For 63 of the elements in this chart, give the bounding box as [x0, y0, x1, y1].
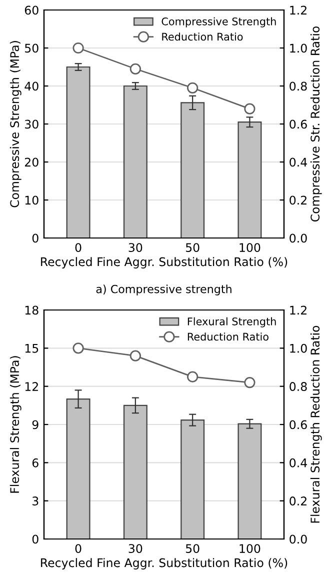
point [130, 63, 141, 74]
x-tick-label: 0 [75, 243, 82, 252]
y-tick-label: 30 [25, 120, 38, 129]
point [130, 350, 141, 362]
legend-label: Compressive Strength [162, 17, 276, 28]
y2-tick-label: 0.0 [290, 234, 307, 243]
x-tick-label: 30 [128, 243, 142, 252]
y2-tick-label: 0.6 [290, 120, 307, 129]
y2-axis-title: Compressive Str. Reduction Ratio [310, 26, 322, 222]
x-axis-title: Recycled Fine Aggr. Substitution Ratio (%) [41, 558, 288, 570]
y-tick-label: 3 [32, 496, 38, 506]
y2-tick-label: 0.4 [290, 158, 307, 167]
point [244, 103, 256, 114]
legend-label: Reduction Ratio [162, 32, 243, 41]
bar [123, 404, 148, 539]
y2-tick-label: 1.2 [290, 6, 306, 14]
y-tick-label: 10 [25, 196, 38, 205]
y-tick-label: 9 [32, 420, 38, 430]
x-tick-label: 50 [186, 243, 200, 252]
y-tick-label: 12 [25, 382, 38, 391]
x-axis-title: Recycled Fine Aggr. Substitution Ratio (%) [41, 257, 288, 268]
y2-tick-label: 0.8 [290, 82, 307, 91]
point [187, 82, 198, 94]
y-tick-label: 50 [25, 44, 38, 53]
y-axis-title: Compressive Strength (MPa) [10, 41, 22, 208]
y2-tick-label: 0.6 [290, 420, 307, 430]
bar [66, 66, 90, 238]
y-tick-label: 0 [32, 534, 38, 544]
y-tick-label: 0 [32, 234, 38, 243]
y2-tick-label: 0.8 [290, 382, 307, 391]
y2-tick-label: 1.2 [290, 306, 306, 314]
x-tick-label: 30 [128, 544, 142, 553]
text: a) Compressive strength [96, 284, 232, 296]
y-tick-label: 6 [32, 458, 38, 468]
x-tick-label: 0 [75, 544, 82, 553]
bar [180, 102, 205, 238]
legend-label: Reduction Ratio [188, 332, 268, 341]
y-tick-label: 60 [24, 6, 38, 15]
y2-tick-label: 0.4 [290, 458, 307, 468]
bar [180, 419, 205, 539]
bar [123, 85, 148, 238]
x-tick-label: 50 [186, 544, 200, 553]
y-tick-label: 18 [25, 306, 38, 315]
y-tick-label: 20 [24, 158, 38, 167]
y-tick-label: 15 [25, 344, 38, 353]
point [187, 371, 198, 382]
bar [238, 423, 262, 539]
y-axis-title: Flexural Strength (MPa) [10, 356, 22, 493]
x-tick-label: 100 [240, 243, 260, 252]
point [244, 376, 256, 388]
y2-tick-label: 0.0 [290, 534, 307, 544]
bar [66, 398, 90, 539]
bar [238, 122, 262, 238]
y-tick-label: 40 [24, 82, 38, 91]
y2-tick-label: 0.2 [290, 496, 306, 506]
legend-label: Flexural Strength [188, 317, 276, 328]
y2-tick-label: 1.0 [290, 44, 307, 53]
point [72, 42, 84, 54]
y2-tick-label: 0.2 [290, 196, 306, 205]
x-tick-label: 100 [240, 544, 260, 553]
point [72, 342, 84, 354]
y2-tick-label: 1.0 [290, 344, 307, 353]
y2-axis-title: Flexural Strength Reduction Ratio [310, 326, 322, 523]
